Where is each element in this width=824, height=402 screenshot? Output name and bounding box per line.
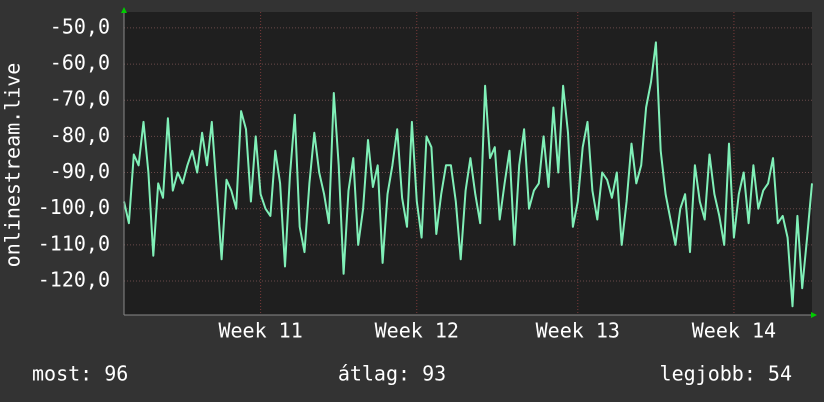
x-tick-label: Week 13	[536, 319, 620, 343]
x-tick-label: Week 14	[692, 319, 776, 343]
y-tick-label: -100,0	[38, 195, 110, 219]
y-tick-label: -90,0	[50, 159, 110, 183]
y-arrow	[121, 7, 127, 13]
y-tick-label: -120,0	[38, 268, 110, 292]
y-axis-label: onlinestream.live	[1, 63, 25, 268]
y-tick-label: -80,0	[50, 123, 110, 147]
y-tick-label: -70,0	[50, 87, 110, 111]
y-tick-label: -110,0	[38, 231, 110, 255]
data-line	[123, 41, 813, 308]
x-arrow	[811, 312, 817, 318]
stat-average: átlag: 93	[338, 362, 446, 386]
x-tick-label: Week 11	[218, 319, 302, 343]
y-tick-label: -60,0	[50, 51, 110, 75]
stat-current: most: 96	[32, 362, 128, 386]
series	[123, 41, 813, 308]
stat-best: legjobb: 54	[660, 362, 792, 386]
x-tick-label: Week 12	[375, 319, 459, 343]
y-tick-label: -50,0	[50, 14, 110, 38]
